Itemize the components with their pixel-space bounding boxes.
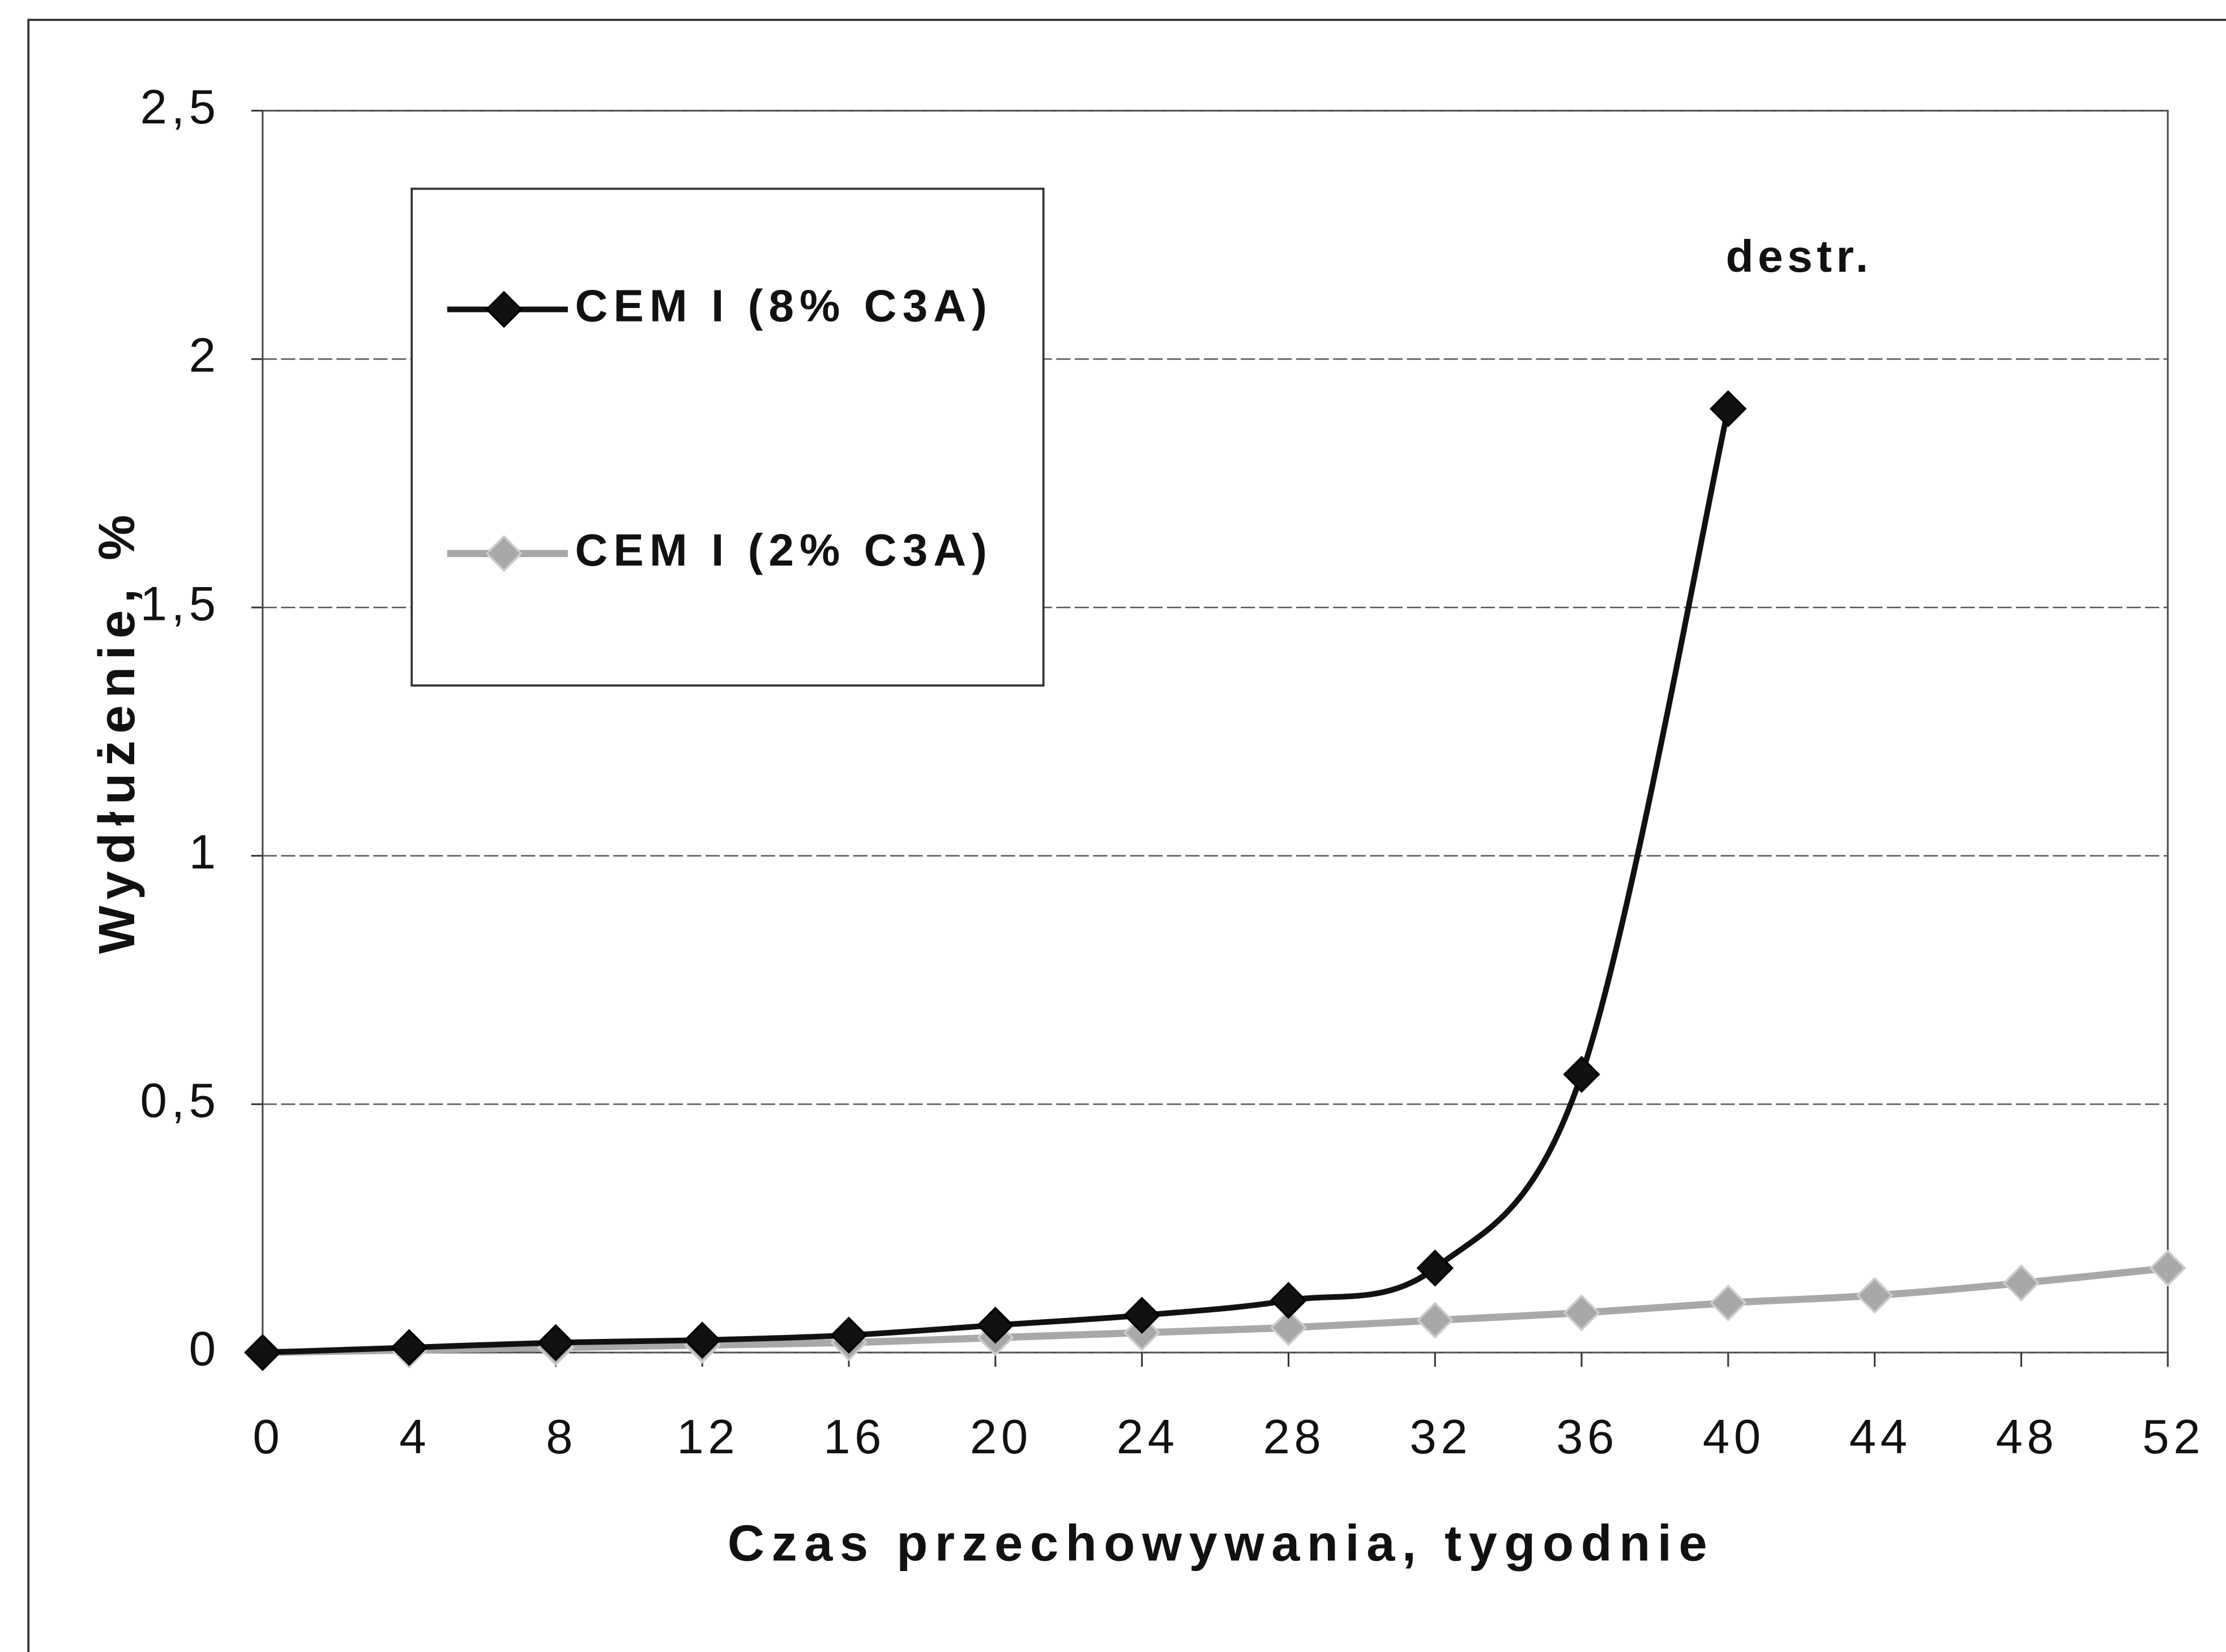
series-marker [2149, 1249, 2186, 1287]
legend-label: CEM I (2% C3A) [575, 524, 993, 575]
series-marker [830, 1316, 868, 1354]
y-tick-label: 2 [189, 329, 220, 383]
y-tick-label: 0 [189, 1323, 220, 1376]
x-tick-label: 48 [1996, 1410, 2058, 1464]
series-line [262, 1264, 2168, 1356]
series-marker [1416, 1302, 1454, 1339]
series-marker [1563, 1055, 1600, 1093]
series-marker [2002, 1264, 2040, 1302]
legend-label: CEM I (8% C3A) [575, 280, 993, 331]
series-marker [1710, 1284, 1747, 1322]
legend-marker [485, 290, 523, 328]
series-marker [683, 1321, 721, 1359]
series-marker [1416, 1249, 1454, 1287]
x-tick-label: 12 [677, 1410, 739, 1464]
y-tick-label: 0,5 [140, 1074, 220, 1128]
x-tick-label: 32 [1409, 1410, 1472, 1464]
series-marker [1856, 1277, 1894, 1314]
x-axis-title: Czas przechowywania, tygodnie [728, 1514, 1714, 1572]
series-marker [1270, 1282, 1308, 1319]
series-marker [1563, 1294, 1600, 1332]
x-tick-label: 52 [2142, 1410, 2204, 1464]
legend-box [411, 187, 1045, 687]
x-tick-label: 44 [1849, 1410, 1912, 1464]
series-marker [977, 1307, 1014, 1344]
x-tick-label: 16 [823, 1410, 886, 1464]
x-tick-label: 20 [970, 1410, 1032, 1464]
series-marker [1710, 390, 1747, 427]
x-tick-label: 4 [399, 1410, 430, 1464]
x-tick-label: 36 [1556, 1410, 1618, 1464]
legend-marker [485, 534, 523, 572]
y-tick-label: 2,5 [140, 80, 220, 134]
x-tick-label: 24 [1117, 1410, 1179, 1464]
x-tick-label: 40 [1703, 1410, 1765, 1464]
y-axis-title: Wydłużenie, % [88, 508, 146, 954]
y-tick-label: 1 [189, 825, 220, 879]
annotation: destr. [1726, 230, 1873, 281]
y-tick-label: 1,5 [140, 577, 220, 631]
series-marker [1123, 1296, 1161, 1334]
x-tick-label: 28 [1263, 1410, 1326, 1464]
figure-frame [27, 19, 2226, 1652]
x-tick-label: 8 [546, 1410, 577, 1464]
series-marker [390, 1329, 428, 1367]
series-marker [244, 1334, 281, 1371]
series-marker [537, 1324, 575, 1362]
series-marker [1270, 1309, 1308, 1346]
x-tick-label: 0 [253, 1410, 284, 1464]
